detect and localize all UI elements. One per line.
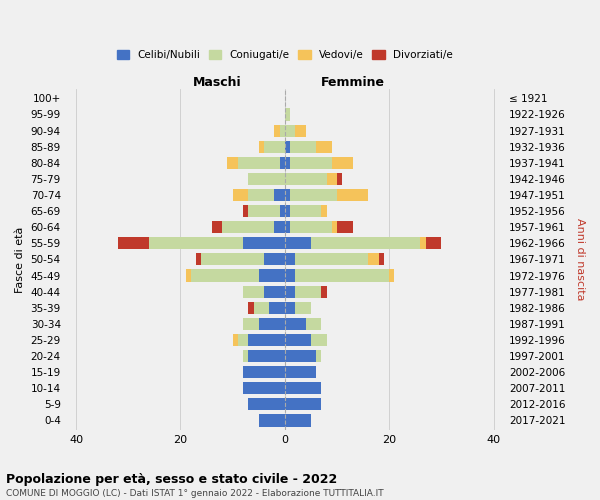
Bar xyxy=(285,350,316,362)
Bar xyxy=(243,382,285,394)
Bar xyxy=(425,238,442,250)
Bar xyxy=(274,221,285,233)
Bar xyxy=(259,140,264,152)
Bar xyxy=(248,334,285,346)
Bar xyxy=(389,270,394,281)
Bar xyxy=(295,302,311,314)
Bar xyxy=(264,140,285,152)
Bar xyxy=(259,318,285,330)
Bar xyxy=(295,270,389,281)
Bar xyxy=(332,156,353,169)
Bar xyxy=(196,254,202,266)
Bar xyxy=(238,334,248,346)
Bar xyxy=(379,254,384,266)
Bar xyxy=(264,254,285,266)
Bar xyxy=(269,302,285,314)
Bar xyxy=(259,270,285,281)
Y-axis label: Fasce di età: Fasce di età xyxy=(15,226,25,292)
Bar xyxy=(243,286,264,298)
Bar xyxy=(280,156,285,169)
Bar xyxy=(227,156,238,169)
Bar xyxy=(295,124,305,136)
Bar xyxy=(285,221,290,233)
Bar xyxy=(285,254,295,266)
Bar xyxy=(332,221,337,233)
Bar xyxy=(280,205,285,217)
Bar xyxy=(248,189,274,201)
Bar xyxy=(285,318,305,330)
Legend: Celibi/Nubili, Coniugati/e, Vedovi/e, Divorziati/e: Celibi/Nubili, Coniugati/e, Vedovi/e, Di… xyxy=(113,46,457,64)
Bar xyxy=(311,238,421,250)
Bar xyxy=(280,124,285,136)
Bar xyxy=(264,286,285,298)
Bar xyxy=(185,270,191,281)
Bar xyxy=(421,238,425,250)
Bar xyxy=(285,238,311,250)
Bar xyxy=(202,254,264,266)
Bar xyxy=(295,254,368,266)
Bar xyxy=(149,238,243,250)
Bar xyxy=(326,173,337,185)
Y-axis label: Anni di nascita: Anni di nascita xyxy=(575,218,585,300)
Bar xyxy=(233,334,238,346)
Text: COMUNE DI MOGGIO (LC) - Dati ISTAT 1° gennaio 2022 - Elaborazione TUTTITALIA.IT: COMUNE DI MOGGIO (LC) - Dati ISTAT 1° ge… xyxy=(6,489,383,498)
Bar xyxy=(316,350,322,362)
Bar xyxy=(290,140,316,152)
Bar xyxy=(337,221,353,233)
Bar xyxy=(248,173,285,185)
Bar xyxy=(118,238,149,250)
Bar xyxy=(305,318,322,330)
Bar xyxy=(238,156,280,169)
Bar xyxy=(285,140,290,152)
Bar xyxy=(368,254,379,266)
Bar xyxy=(254,302,269,314)
Bar xyxy=(212,221,222,233)
Bar xyxy=(316,140,332,152)
Bar xyxy=(274,124,280,136)
Bar xyxy=(285,156,290,169)
Bar xyxy=(285,124,295,136)
Bar xyxy=(248,302,254,314)
Bar xyxy=(285,189,290,201)
Bar xyxy=(248,350,285,362)
Bar xyxy=(243,205,248,217)
Bar xyxy=(243,318,259,330)
Bar xyxy=(285,334,311,346)
Text: Femmine: Femmine xyxy=(320,76,385,90)
Bar xyxy=(222,221,274,233)
Bar xyxy=(290,156,332,169)
Bar xyxy=(243,366,285,378)
Bar xyxy=(285,366,316,378)
Bar xyxy=(337,189,368,201)
Bar xyxy=(337,173,342,185)
Bar xyxy=(285,414,311,426)
Bar xyxy=(285,205,290,217)
Bar xyxy=(290,189,337,201)
Bar xyxy=(248,398,285,410)
Bar xyxy=(259,414,285,426)
Bar xyxy=(285,302,295,314)
Bar xyxy=(322,205,326,217)
Bar xyxy=(274,189,285,201)
Bar xyxy=(243,350,248,362)
Bar xyxy=(311,334,326,346)
Bar xyxy=(191,270,259,281)
Bar xyxy=(290,205,322,217)
Bar xyxy=(290,221,332,233)
Bar xyxy=(295,286,322,298)
Text: Maschi: Maschi xyxy=(193,76,241,90)
Text: Popolazione per età, sesso e stato civile - 2022: Popolazione per età, sesso e stato civil… xyxy=(6,472,337,486)
Bar xyxy=(322,286,326,298)
Bar xyxy=(285,398,322,410)
Bar xyxy=(285,270,295,281)
Bar xyxy=(285,173,326,185)
Bar xyxy=(285,108,290,120)
Bar xyxy=(285,286,295,298)
Bar xyxy=(248,205,280,217)
Bar xyxy=(243,238,285,250)
Bar xyxy=(233,189,248,201)
Bar xyxy=(285,382,322,394)
